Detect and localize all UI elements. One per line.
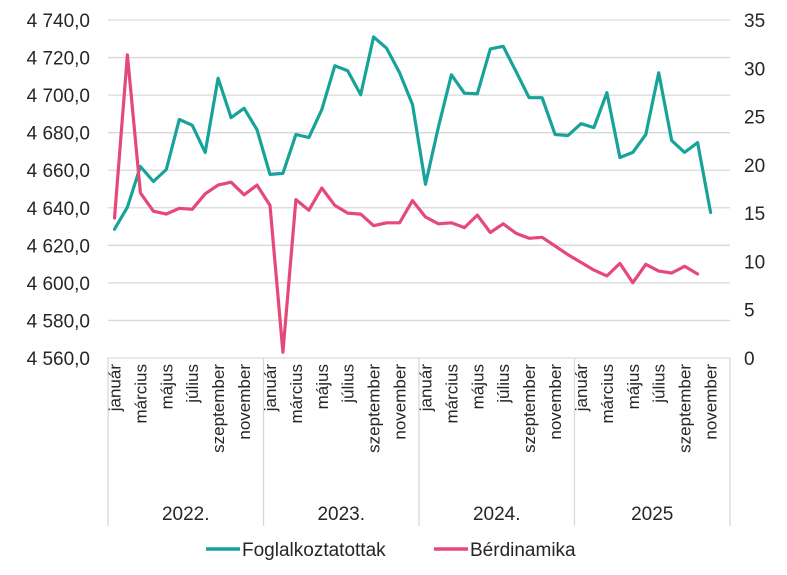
month-label: szeptember — [676, 364, 695, 453]
right-tick-label: 0 — [744, 349, 755, 370]
right-tick-label: 20 — [744, 156, 765, 177]
month-label: november — [546, 364, 565, 440]
legend: Foglalkoztatottak Bérdinamika — [206, 540, 576, 561]
month-label: május — [468, 364, 487, 409]
right-tick-label: 35 — [744, 11, 765, 32]
month-label: május — [157, 364, 176, 409]
month-label: november — [235, 364, 254, 440]
left-tick-label: 4 700,0 — [27, 86, 90, 107]
left-tick-label: 4 600,0 — [27, 274, 90, 295]
month-label: január — [105, 364, 124, 413]
left-tick-label: 4 660,0 — [27, 161, 90, 182]
year-label: 2023. — [317, 504, 365, 525]
left-tick-label: 4 640,0 — [27, 199, 90, 220]
month-label: május — [313, 364, 332, 409]
year-label: 2024. — [473, 504, 521, 525]
legend-label: Foglalkoztatottak — [242, 540, 386, 561]
right-tick-label: 15 — [744, 204, 765, 225]
year-label: 2025 — [631, 504, 673, 525]
month-label: május — [624, 364, 643, 409]
year-label: 2022. — [162, 504, 210, 525]
month-label: július — [494, 364, 513, 404]
legend-label: Bérdinamika — [470, 540, 576, 561]
month-label: november — [702, 364, 721, 440]
month-label: március — [287, 364, 306, 424]
left-axis-tick-labels: 4 560,0 4 580,0 4 600,0 4 620,0 4 640,0 4 660… — [27, 11, 90, 370]
right-tick-label: 10 — [744, 252, 765, 273]
category-axis: 2022. 2023. 2024. 2025 január március május júl… — [105, 357, 731, 526]
series-line-berdinamika — [112, 53, 700, 354]
right-axis-tick-labels: 0 5 10 15 20 25 30 35 — [744, 11, 765, 370]
left-tick-label: 4 620,0 — [27, 236, 90, 257]
month-label: január — [416, 364, 435, 413]
left-tick-label: 4 720,0 — [27, 49, 90, 70]
month-label: január — [261, 364, 280, 413]
month-label: július — [183, 364, 202, 404]
left-tick-label: 4 580,0 — [27, 311, 90, 332]
right-tick-label: 5 — [744, 301, 755, 322]
left-tick-label: 4 680,0 — [27, 124, 90, 145]
gridlines — [108, 19, 730, 322]
month-label: március — [598, 364, 617, 424]
month-label: november — [391, 364, 410, 440]
month-label: július — [650, 364, 669, 404]
month-label: március — [442, 364, 461, 424]
month-label: szeptember — [520, 364, 539, 453]
series-lines — [112, 35, 713, 354]
month-label: szeptember — [365, 364, 384, 453]
month-label: július — [339, 364, 358, 404]
month-label: március — [131, 364, 150, 424]
right-tick-label: 30 — [744, 59, 765, 80]
right-tick-label: 25 — [744, 108, 765, 129]
month-label: január — [572, 364, 591, 413]
left-tick-label: 4 560,0 — [27, 349, 90, 370]
left-tick-label: 4 740,0 — [27, 11, 90, 32]
month-label: szeptember — [209, 364, 228, 453]
